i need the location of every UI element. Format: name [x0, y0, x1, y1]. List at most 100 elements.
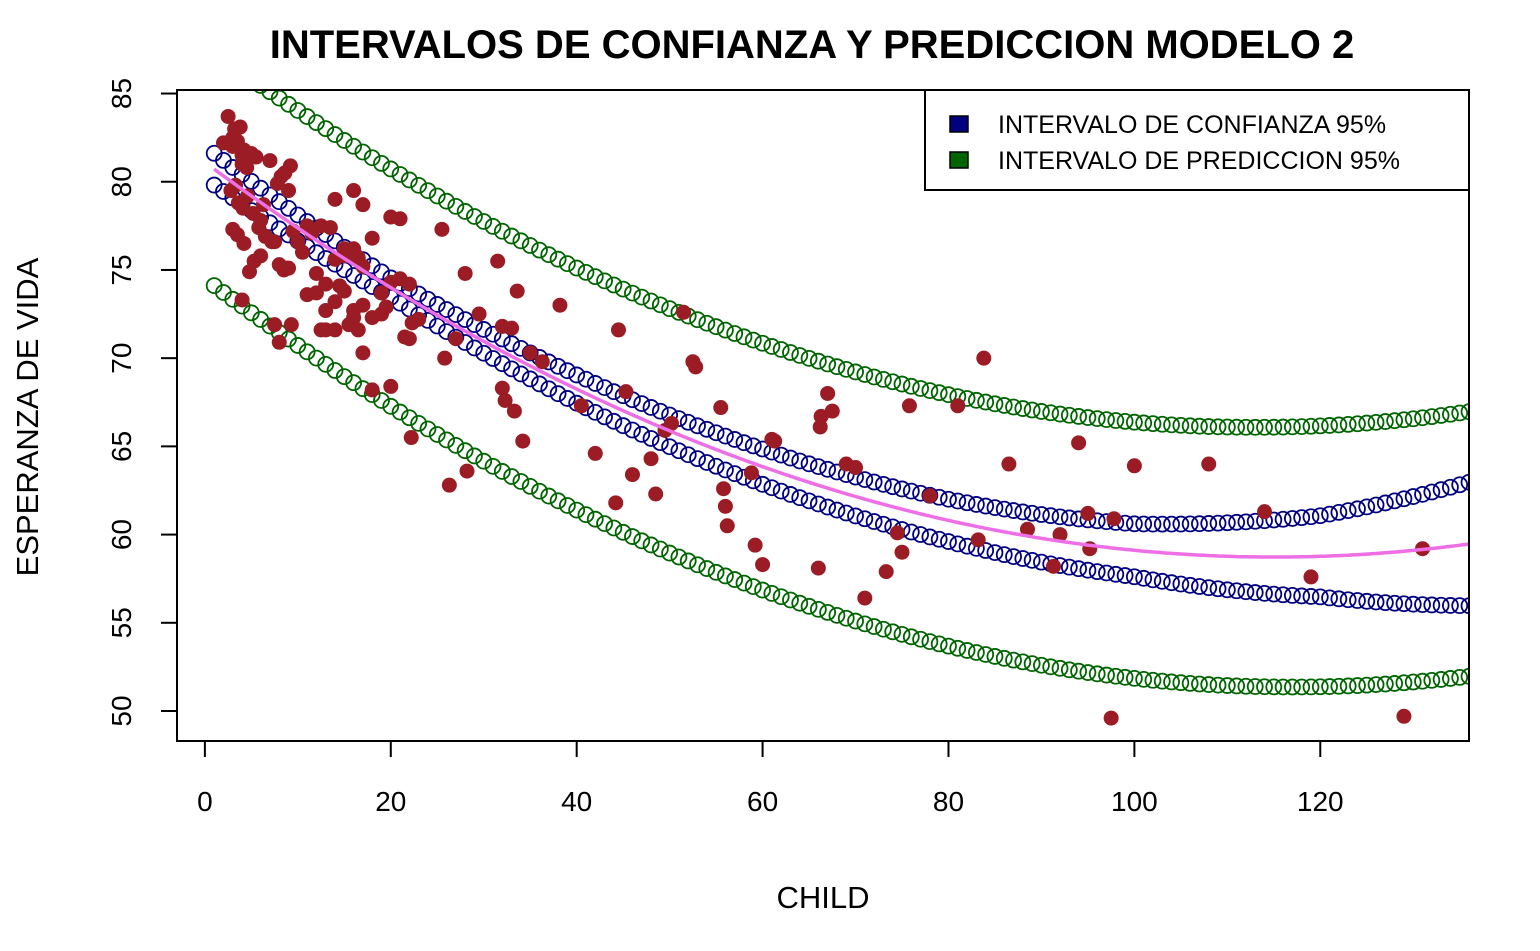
prediction-upper-point — [967, 391, 985, 409]
scatter-point — [719, 518, 735, 534]
confidence-upper-point — [1246, 512, 1264, 530]
scatter-point — [327, 191, 343, 207]
confidence-upper-point — [1274, 510, 1292, 528]
prediction-upper-point — [1246, 418, 1264, 436]
prediction-upper-point — [1033, 403, 1050, 420]
prediction-lower-point — [912, 630, 929, 648]
confidence-upper-point — [865, 473, 883, 491]
confidence-upper-point — [1302, 508, 1320, 526]
confidence-upper-point — [1088, 512, 1106, 530]
prediction-lower-point — [1079, 664, 1097, 681]
scatter-point — [308, 285, 324, 301]
scatter-point — [248, 149, 264, 165]
prediction-lower-point — [1014, 653, 1032, 671]
confidence-lower-point — [428, 317, 446, 335]
scatter-point — [457, 265, 473, 281]
confidence-lower-point — [1358, 592, 1376, 610]
scatter-point — [401, 276, 417, 292]
prediction-lower-point — [1125, 669, 1143, 687]
confidence-upper-point — [1218, 514, 1236, 532]
scatter-point — [767, 433, 783, 449]
scatter-point — [716, 481, 732, 497]
confidence-upper-point — [884, 478, 902, 496]
prediction-upper-point — [782, 344, 799, 361]
prediction-lower-point — [1302, 678, 1320, 696]
prediction-lower-point — [893, 625, 911, 643]
confidence-upper-point — [1265, 511, 1283, 529]
scatter-point — [618, 384, 634, 400]
prediction-lower-point — [326, 362, 344, 379]
prediction-lower-point — [345, 374, 363, 392]
prediction-lower-point — [698, 560, 716, 577]
prediction-upper-point — [503, 227, 521, 245]
prediction-upper-point — [884, 373, 902, 391]
scatter-point — [648, 486, 664, 502]
prediction-lower-point — [605, 519, 623, 537]
y-tick-label: 55 — [106, 607, 137, 638]
confidence-lower-point — [1209, 580, 1227, 598]
confidence-lower-point — [1414, 596, 1431, 614]
scatter-point — [327, 294, 343, 310]
scatter-point — [1103, 710, 1119, 726]
confidence-lower-point — [856, 510, 874, 528]
prediction-upper-point — [244, 71, 259, 86]
confidence-lower-point — [986, 544, 1004, 562]
confidence-upper-point — [1395, 490, 1413, 508]
scatter-point — [743, 465, 759, 481]
confidence-lower-point — [977, 542, 995, 559]
prediction-upper-point — [828, 358, 846, 376]
prediction-lower-point — [1256, 678, 1273, 696]
prediction-lower-point — [1135, 670, 1153, 688]
scatter-point — [1201, 456, 1217, 472]
scatter-point — [471, 306, 487, 322]
scatter-point — [611, 322, 627, 338]
confidence-lower-point — [512, 365, 530, 383]
y-axis: 50 55 60 65 70 75 80 85 — [106, 78, 178, 727]
confidence-lower-point — [466, 339, 483, 357]
prediction-upper-point — [1256, 418, 1273, 436]
prediction-upper-point — [531, 241, 548, 259]
confidence-lower-point — [521, 370, 539, 388]
scatter-point — [355, 345, 371, 361]
confidence-lower-point — [549, 385, 567, 403]
prediction-lower-point — [717, 567, 734, 585]
prediction-lower-point — [986, 648, 1004, 665]
confidence-upper-point — [373, 263, 390, 281]
scatter-point — [820, 385, 836, 401]
prediction-lower-point — [875, 620, 892, 638]
prediction-lower-point — [726, 571, 744, 588]
confidence-upper-point — [791, 452, 809, 470]
prediction-upper-point — [717, 321, 734, 339]
scatter-point — [336, 241, 352, 257]
prediction-upper-point — [1144, 415, 1162, 433]
y-tick-label: 65 — [106, 431, 137, 462]
prediction-lower-point — [1116, 668, 1134, 686]
confidence-lower-point — [1339, 591, 1357, 609]
confidence-lower-point — [1005, 548, 1022, 565]
confidence-upper-point — [1414, 485, 1431, 503]
prediction-upper-point — [1395, 411, 1413, 429]
prediction-lower-point — [493, 463, 511, 480]
confidence-lower-point — [1246, 584, 1264, 601]
confidence-lower-point — [1098, 564, 1115, 582]
prediction-lower-point — [1107, 667, 1125, 685]
x-tick-label: 120 — [1297, 786, 1344, 817]
scatter-point — [509, 283, 525, 299]
confidence-upper-point — [1423, 483, 1441, 501]
confidence-upper-point — [1144, 515, 1162, 533]
scatter-point — [976, 350, 992, 366]
scatter-point — [506, 403, 522, 419]
scatter-point — [411, 311, 427, 327]
prediction-upper-point — [1228, 418, 1246, 436]
prediction-lower-point — [1144, 671, 1162, 689]
prediction-upper-point — [261, 90, 279, 101]
confidence-upper-point — [596, 379, 613, 396]
prediction-lower-point — [1098, 666, 1115, 684]
confidence-lower-point — [633, 425, 651, 443]
prediction-upper-point — [940, 386, 957, 404]
prediction-lower-point — [633, 532, 651, 550]
prediction-lower-point — [1181, 674, 1199, 692]
prediction-lower-point — [856, 615, 874, 633]
confidence-upper-point — [549, 357, 567, 375]
prediction-lower-point — [1274, 678, 1292, 696]
